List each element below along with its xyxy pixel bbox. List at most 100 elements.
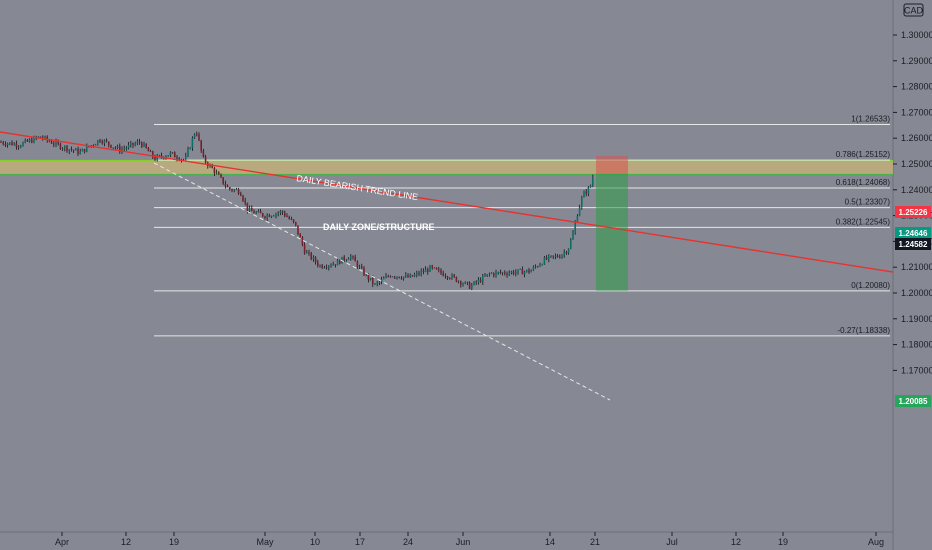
candle-body [422, 271, 425, 273]
candle-body [407, 275, 409, 278]
candle-body [270, 216, 273, 217]
candle-body [299, 233, 301, 238]
position-stop-zone[interactable] [596, 156, 628, 174]
daily-zone-rect[interactable] [0, 160, 893, 175]
candle-body [532, 266, 535, 271]
candle-body [167, 155, 169, 157]
candle-body [110, 144, 112, 148]
candle-body [543, 257, 546, 265]
x-tick-label: 17 [355, 537, 365, 547]
candle-body [75, 148, 77, 151]
position-target-zone[interactable] [596, 173, 628, 291]
candle-body [20, 146, 22, 147]
candle-body [389, 276, 392, 278]
zone-label: DAILY ZONE/STRUCTURE [323, 222, 435, 232]
candle-body [196, 134, 198, 136]
candle-body [453, 274, 455, 277]
candle-body [361, 266, 363, 269]
candle-body [449, 278, 451, 279]
candle-body [297, 225, 299, 234]
candle-body [193, 134, 196, 139]
candle-body [99, 140, 101, 142]
candle-body [266, 214, 268, 219]
fib-level-label: 0(1.20080) [851, 281, 890, 290]
candle-body [380, 279, 383, 282]
candle-body [356, 261, 359, 268]
candle-body [0, 142, 2, 143]
candle-body [284, 212, 286, 216]
price-tag[interactable]: 1.25226 [895, 206, 931, 218]
candle-body [328, 265, 330, 268]
candle-body [169, 152, 172, 156]
candle-body [141, 142, 143, 147]
candle-body [134, 143, 136, 146]
candle-body [295, 221, 297, 226]
candle-body [473, 281, 475, 285]
candle-body [4, 143, 7, 146]
candle-body [68, 149, 70, 151]
candle-body [171, 152, 174, 154]
candle-body [125, 147, 128, 149]
candle-body [343, 256, 345, 261]
candle-body [259, 211, 262, 214]
candle-body [279, 211, 282, 213]
candle-body [59, 143, 62, 149]
candle-body [264, 216, 266, 219]
candle-body [519, 269, 521, 270]
price-tag[interactable]: 1.24646 [895, 227, 931, 239]
dashed-projection-line[interactable] [153, 162, 611, 401]
candle-body [286, 215, 288, 217]
candle-body [581, 197, 583, 207]
candle-body [585, 191, 587, 194]
x-tick-label: Jun [456, 537, 471, 547]
currency-badge[interactable]: CAD [903, 3, 924, 17]
price-tag-box [895, 227, 931, 239]
price-tag[interactable]: 1.20085 [895, 395, 931, 407]
candle-body [77, 148, 79, 154]
candle-body [81, 148, 84, 152]
candle-body [387, 276, 389, 277]
candle-body [570, 239, 572, 249]
candle-body [174, 152, 176, 158]
candle-body [512, 271, 515, 274]
candle-body [94, 144, 97, 146]
x-tick-label: 14 [545, 537, 555, 547]
candle-body [83, 148, 86, 152]
candle-body [552, 255, 554, 257]
candle-body [378, 281, 381, 283]
candle-body [385, 276, 387, 279]
candle-body [506, 273, 508, 275]
candle-body [2, 142, 4, 144]
price-tag[interactable]: 1.24582 [895, 238, 931, 250]
candle-body [251, 208, 253, 212]
candle-body [508, 272, 510, 275]
candle-body [281, 211, 284, 213]
candle-body [572, 232, 574, 240]
candle-body [22, 142, 24, 147]
y-tick-label: 1.28000 [901, 82, 932, 92]
candle-body [365, 273, 367, 276]
candle-body [354, 256, 356, 262]
candle-body [462, 283, 464, 285]
candle-body [402, 276, 405, 279]
candle-body [127, 144, 130, 148]
candle-body [6, 143, 9, 146]
candle-body [416, 272, 418, 275]
candle-body [499, 272, 502, 273]
candle-body [79, 151, 81, 154]
candle-body [589, 185, 592, 188]
candle-body [576, 215, 579, 223]
candle-body [24, 139, 26, 143]
candle-body [530, 270, 532, 273]
candle-body [55, 141, 57, 145]
candle-body [189, 147, 191, 150]
candle-body [493, 273, 495, 276]
candle-body [312, 257, 315, 260]
candle-body [308, 252, 310, 254]
candle-body [347, 258, 350, 260]
bearish-trend-line[interactable] [0, 131, 894, 273]
candle-body [495, 272, 497, 276]
candle-body [411, 275, 414, 277]
candle-body [541, 264, 543, 266]
